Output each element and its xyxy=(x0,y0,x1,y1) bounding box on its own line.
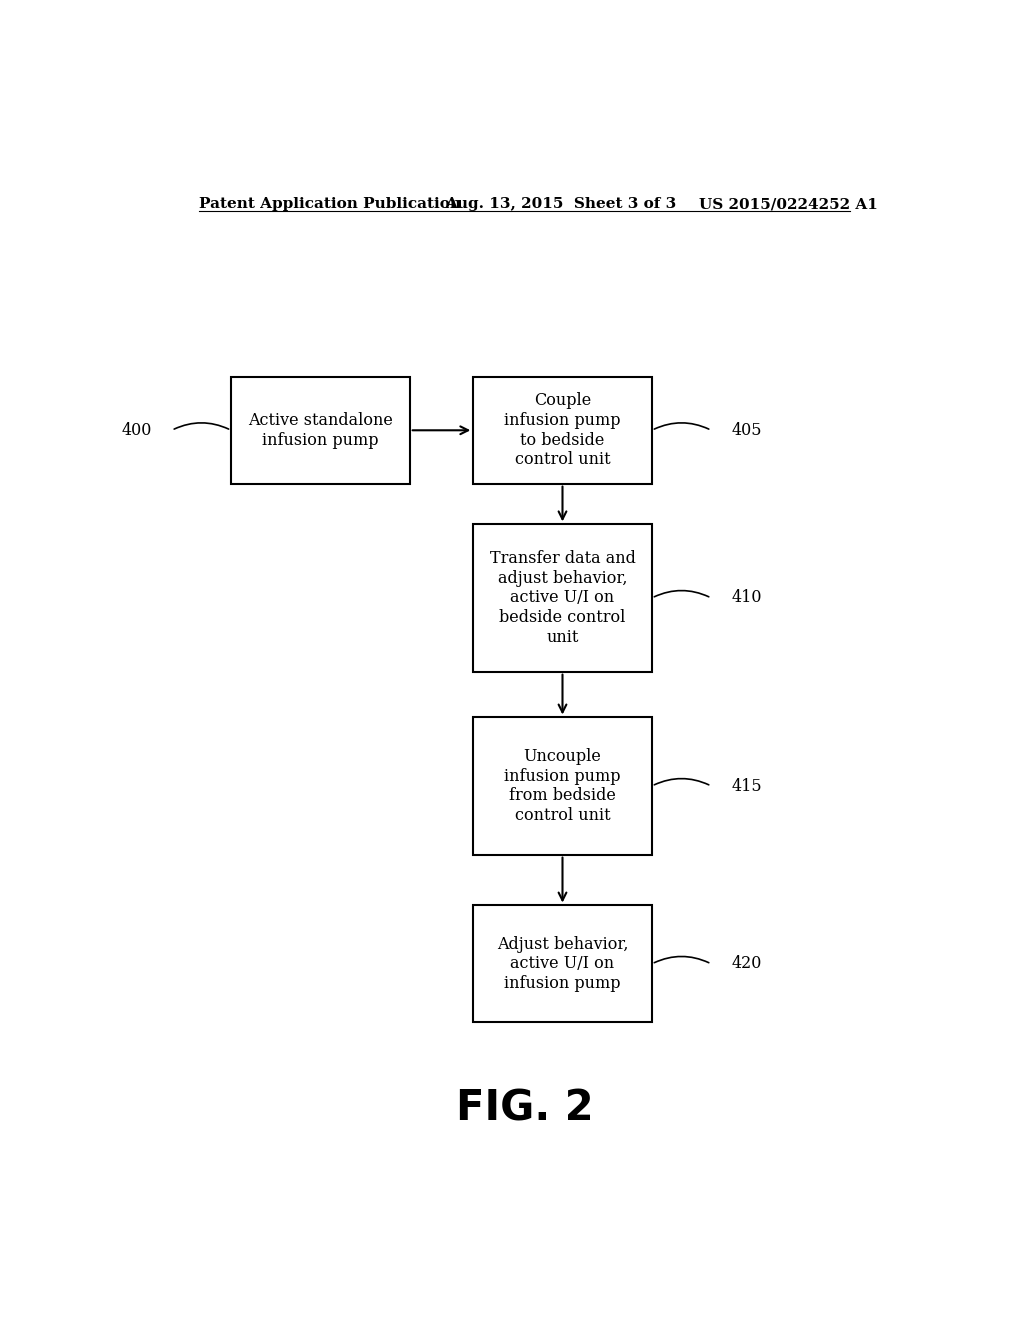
Text: Transfer data and
adjust behavior,
active U/I on
bedside control
unit: Transfer data and adjust behavior, activ… xyxy=(489,550,636,645)
Text: Patent Application Publication: Patent Application Publication xyxy=(200,197,462,211)
Bar xyxy=(473,718,652,854)
Text: FIG. 2: FIG. 2 xyxy=(456,1088,594,1130)
Text: 415: 415 xyxy=(731,777,762,795)
Bar xyxy=(473,524,652,672)
Bar xyxy=(473,378,652,483)
Text: US 2015/0224252 A1: US 2015/0224252 A1 xyxy=(699,197,879,211)
Bar xyxy=(473,906,652,1022)
Text: 420: 420 xyxy=(731,956,762,973)
Text: 410: 410 xyxy=(731,590,762,606)
Text: 400: 400 xyxy=(122,422,152,438)
Text: Aug. 13, 2015  Sheet 3 of 3: Aug. 13, 2015 Sheet 3 of 3 xyxy=(445,197,677,211)
Text: Couple
infusion pump
to bedside
control unit: Couple infusion pump to bedside control … xyxy=(504,392,621,469)
Bar xyxy=(231,378,410,483)
Text: Adjust behavior,
active U/I on
infusion pump: Adjust behavior, active U/I on infusion … xyxy=(497,936,629,993)
Text: 405: 405 xyxy=(731,422,762,438)
Text: Uncouple
infusion pump
from bedside
control unit: Uncouple infusion pump from bedside cont… xyxy=(504,748,621,824)
Text: Active standalone
infusion pump: Active standalone infusion pump xyxy=(248,412,393,449)
